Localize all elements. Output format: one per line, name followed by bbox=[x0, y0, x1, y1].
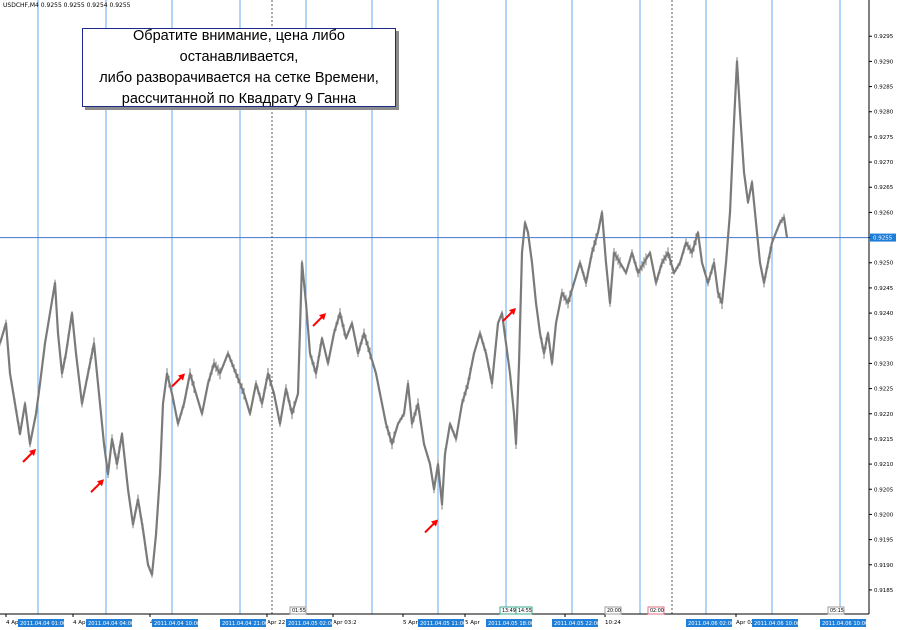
price-tick-label: 0.9240 bbox=[874, 311, 894, 317]
time-grid-label-bg bbox=[220, 619, 266, 627]
price-tick-label: 0.9285 bbox=[874, 85, 894, 91]
price-tick-label: 0.9190 bbox=[874, 563, 894, 569]
time-tick-label: 4 Apr bbox=[6, 620, 22, 626]
price-tick-label: 0.9270 bbox=[874, 160, 894, 166]
current-price-tag bbox=[870, 233, 896, 242]
time-grid-label: 2011.04.05 22:00 bbox=[554, 621, 600, 627]
price-axis: 0.9295 0.9290 0.9285 0.9280 0.9275 0.9270 0.92… bbox=[869, 34, 896, 594]
price-tick-label: 0.9185 bbox=[874, 588, 894, 594]
red-arrow bbox=[502, 308, 516, 322]
time-grid-label: 2011.04.05 18:00 bbox=[488, 621, 534, 627]
red-arrow bbox=[312, 313, 326, 327]
time-grid-label: 2011.04.04 04:00 bbox=[88, 621, 134, 627]
price-tick-label: 0.9260 bbox=[874, 210, 894, 216]
price-tick-label: 0.9225 bbox=[874, 387, 894, 393]
time-grid-label: 2011.04.05 11:00 bbox=[420, 621, 466, 627]
time-tick-label: Apr 03:2 bbox=[333, 620, 357, 626]
price-tick-label: 0.9230 bbox=[874, 361, 894, 367]
time-marker-box bbox=[289, 606, 307, 615]
price-tick-label: 0.9200 bbox=[874, 512, 894, 518]
time-marker-label: 05:15 bbox=[830, 608, 844, 614]
time-tick-label: 5 Apr bbox=[465, 620, 481, 626]
red-arrow bbox=[90, 479, 104, 493]
time-grid-label-bg bbox=[18, 619, 64, 627]
time-grid-label: 2011.04.05 02:00 bbox=[288, 621, 334, 627]
time-grid-label: 2011.04.04 21:00 bbox=[222, 621, 268, 627]
time-marker-label: 20:00 bbox=[607, 608, 621, 614]
price-tick-label: 0.9220 bbox=[874, 412, 894, 418]
red-arrow bbox=[424, 519, 438, 534]
time-marker-box bbox=[515, 606, 533, 615]
time-grid-label-bg bbox=[752, 619, 798, 627]
time-marker-label: 01:55 bbox=[292, 608, 306, 614]
time-marker-box bbox=[827, 606, 845, 615]
time-grid-label: 2011.04.04 01:00 bbox=[20, 621, 66, 627]
time-grid-label: 2011.04.06 10:00 bbox=[754, 621, 800, 627]
time-marker-box bbox=[647, 606, 665, 615]
price-tick-label: 0.9205 bbox=[874, 487, 894, 493]
time-grid-label-bg bbox=[820, 619, 866, 627]
time-marker-label: 02:00 bbox=[650, 608, 664, 614]
time-grid-label-bg bbox=[86, 619, 132, 627]
time-marker-box bbox=[604, 606, 622, 615]
price-series bbox=[0, 57, 789, 578]
current-price-label: 0.9255 bbox=[873, 236, 893, 242]
time-grid-label: 2011.04.04 10:00 bbox=[154, 621, 200, 627]
time-grid-label-bg bbox=[486, 619, 532, 627]
time-grid-label: 2011.04.06 10:00 bbox=[822, 621, 868, 627]
time-grid-label-bg bbox=[286, 619, 332, 627]
red-arrow bbox=[171, 373, 185, 388]
symbol-header: USDCHF,M4 0.9255 0.9255 0.9254 0.9255 bbox=[3, 2, 131, 9]
arrow-annotations bbox=[22, 308, 516, 534]
price-tick-label: 0.9210 bbox=[874, 462, 894, 468]
price-tick-label: 0.9195 bbox=[874, 538, 894, 544]
time-tick-label: Apr 22:56 bbox=[267, 620, 295, 626]
axes bbox=[0, 0, 870, 615]
annotation-text: Обратите внимание, цена либо останавлива… bbox=[99, 27, 379, 107]
time-grid-label-bg bbox=[552, 619, 598, 627]
time-marker-label: 13:49 bbox=[502, 608, 516, 614]
price-tick-label: 0.9290 bbox=[874, 59, 894, 65]
price-tick-label: 0.9245 bbox=[874, 286, 894, 292]
time-tick-label: Apr 02:56 bbox=[736, 620, 764, 626]
price-tick-label: 0.9250 bbox=[874, 261, 894, 267]
price-tick-label: 0.9215 bbox=[874, 437, 894, 443]
time-grid-label-bg bbox=[686, 619, 732, 627]
annotation-box: Обратите внимание, цена либо останавлива… bbox=[82, 28, 396, 107]
time-grid-label: 2011.04.06 02:00 bbox=[688, 621, 734, 627]
time-grid-label-bg bbox=[152, 619, 198, 627]
price-tick-label: 0.9295 bbox=[874, 34, 894, 40]
time-grid-label-bg bbox=[418, 619, 464, 627]
price-tick-label: 0.9235 bbox=[874, 336, 894, 342]
time-tick-label: 10:24 bbox=[605, 620, 621, 626]
red-arrow bbox=[22, 448, 36, 463]
price-tick-label: 0.9275 bbox=[874, 135, 894, 141]
time-marker-label: 14:55 bbox=[518, 608, 532, 614]
price-tick-label: 0.9265 bbox=[874, 185, 894, 191]
price-tick-label: 0.9280 bbox=[874, 110, 894, 116]
